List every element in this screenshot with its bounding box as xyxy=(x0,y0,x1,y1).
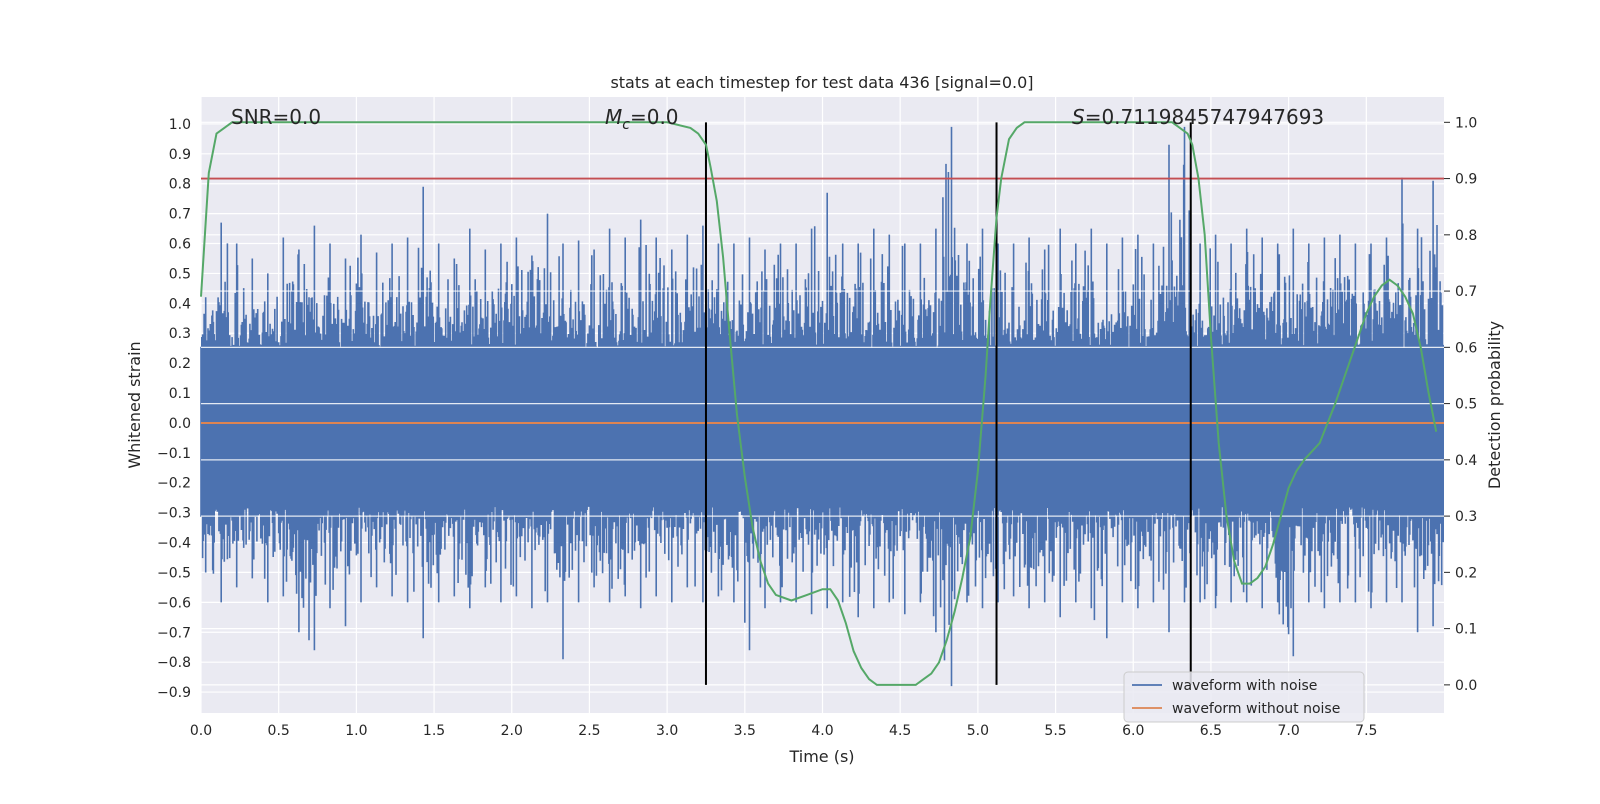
x-tick-label: 2.5 xyxy=(578,723,600,739)
x-tick-label: 6.5 xyxy=(1200,723,1222,739)
y-tick-label: 0.5 xyxy=(169,266,191,282)
mc-value: =0.0 xyxy=(630,105,679,129)
annotation-snr: SNR=0.0 xyxy=(231,105,321,129)
y2-tick-label: 0.2 xyxy=(1455,565,1477,581)
y-tick-label: −0.7 xyxy=(157,625,191,641)
y2-tick-label: 0.3 xyxy=(1455,509,1477,525)
y2-tick-label: 0.7 xyxy=(1455,284,1477,300)
x-axis-label: Time (s) xyxy=(788,747,854,766)
noise-waveform xyxy=(200,126,1444,687)
x-tick-label: 7.5 xyxy=(1355,723,1377,739)
mc-symbol: M xyxy=(605,105,622,129)
x-tick-label: 0.0 xyxy=(190,723,212,739)
y2-axis-label: Detection probability xyxy=(1485,321,1504,489)
y-tick-label: 0.8 xyxy=(169,177,191,193)
x-tick-label: 7.0 xyxy=(1277,723,1299,739)
y2-tick-label: 0.0 xyxy=(1455,678,1477,694)
x-tick-label: 3.0 xyxy=(656,723,678,739)
mc-subscript: c xyxy=(622,117,630,133)
s-symbol: S xyxy=(1072,105,1085,129)
x-tick-label: 1.0 xyxy=(345,723,367,739)
y-tick-label: 0.2 xyxy=(169,356,191,372)
series-lines xyxy=(200,121,1444,686)
y2-tick-label: 0.6 xyxy=(1455,340,1477,356)
legend-label-clean: waveform without noise xyxy=(1172,701,1340,717)
y-tick-label: −0.8 xyxy=(157,655,191,671)
y-tick-label: 0.0 xyxy=(169,416,191,432)
y-axis-label: Whitened strain xyxy=(125,341,144,468)
legend: waveform with noise waveform without noi… xyxy=(1123,671,1365,723)
y-tick-label: 0.7 xyxy=(169,207,191,223)
legend-box xyxy=(1123,671,1365,723)
legend-label-noise: waveform with noise xyxy=(1172,678,1317,694)
y-tick-label: 0.9 xyxy=(169,147,191,163)
x-tick-label: 2.0 xyxy=(501,723,523,739)
y2-tick-label: 0.8 xyxy=(1455,228,1477,244)
y-tick-label: −0.9 xyxy=(157,685,191,701)
y-tick-label: 0.6 xyxy=(169,237,191,253)
x-tick-label: 5.0 xyxy=(967,723,989,739)
y2-tick-label: 0.1 xyxy=(1455,622,1477,638)
y-tick-label: −0.1 xyxy=(157,446,191,462)
y-tick-label: 0.4 xyxy=(169,296,191,312)
tick-labels: 0.0 0.5 1.0 1.5 2.0 2.5 3.0 3.5 4.0 4.5 5.0 5.5 6.0 6… xyxy=(157,115,1477,739)
y-tick-label: −0.5 xyxy=(157,565,191,581)
s-value: =0.7119845747947693 xyxy=(1085,105,1324,129)
x-tick-label: 3.5 xyxy=(734,723,756,739)
x-tick-label: 4.0 xyxy=(811,723,833,739)
y2-tick-label: 0.5 xyxy=(1455,397,1477,413)
y-tick-label: −0.6 xyxy=(157,595,191,611)
y2-tick-label: 0.4 xyxy=(1455,453,1477,469)
annotation-score: S=0.7119845747947693 xyxy=(1072,105,1324,129)
y-tick-label: 0.3 xyxy=(169,326,191,342)
x-tick-label: 1.5 xyxy=(423,723,445,739)
y2-tick-label: 1.0 xyxy=(1455,115,1477,131)
y-tick-label: 1.0 xyxy=(169,117,191,133)
chart-title: stats at each timestep for test data 436… xyxy=(610,73,1033,92)
detection-probability-line xyxy=(200,121,1438,686)
x-tick-label: 5.5 xyxy=(1044,723,1066,739)
x-tick-label: 4.5 xyxy=(889,723,911,739)
x-tick-label: 6.0 xyxy=(1122,723,1144,739)
y-tick-label: −0.4 xyxy=(157,536,191,552)
y-tick-label: −0.2 xyxy=(157,476,191,492)
y-tick-label: −0.3 xyxy=(157,506,191,522)
y-tick-label: 0.1 xyxy=(169,386,191,402)
annotation-chirp-mass: Mc=0.0 xyxy=(605,105,679,133)
x-tick-label: 0.5 xyxy=(268,723,290,739)
y2-tick-label: 0.9 xyxy=(1455,172,1477,188)
